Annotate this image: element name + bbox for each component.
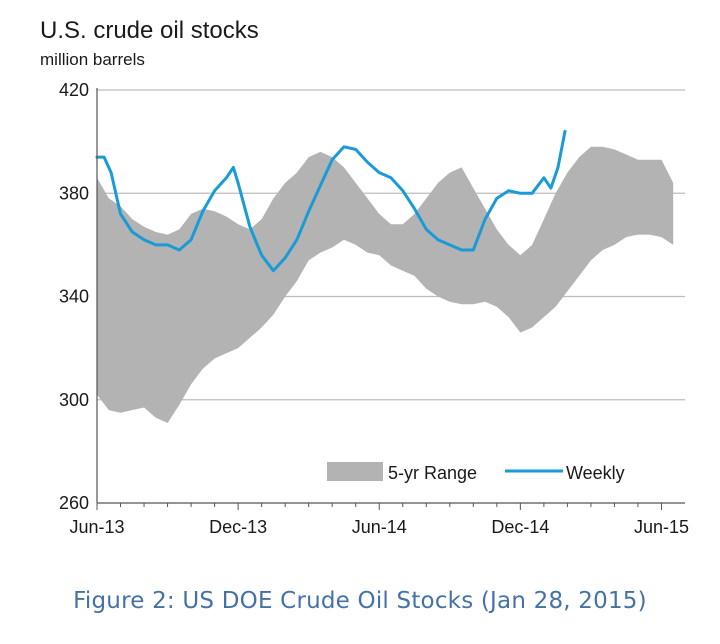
chart: U.S. crude oil stocks million barrels 26… xyxy=(40,17,689,537)
figure-caption: Figure 2: US DOE Crude Oil Stocks (Jan 2… xyxy=(73,588,647,614)
y-tick-label: 420 xyxy=(59,80,89,100)
x-tick-label: Jun-13 xyxy=(69,517,124,537)
legend-label-range: 5-yr Range xyxy=(388,463,477,483)
y-tick-label: 340 xyxy=(59,287,89,307)
x-tick-label: Jun-14 xyxy=(352,517,407,537)
series-range-band xyxy=(97,146,674,424)
legend-label-weekly: Weekly xyxy=(566,463,625,483)
chart-title: U.S. crude oil stocks xyxy=(40,17,259,44)
x-tick-label: Dec-13 xyxy=(209,517,267,537)
y-tick-label: 300 xyxy=(59,390,89,410)
x-tick-label: Dec-14 xyxy=(491,517,549,537)
y-tick-label: 260 xyxy=(59,493,89,513)
legend: 5-yr Range Weekly xyxy=(327,462,625,483)
chart-subtitle: million barrels xyxy=(40,50,145,69)
y-tick-label: 380 xyxy=(59,183,89,203)
x-tick-label: Jun-15 xyxy=(634,517,689,537)
series-weekly-line xyxy=(95,129,567,273)
legend-swatch-range xyxy=(327,462,383,481)
